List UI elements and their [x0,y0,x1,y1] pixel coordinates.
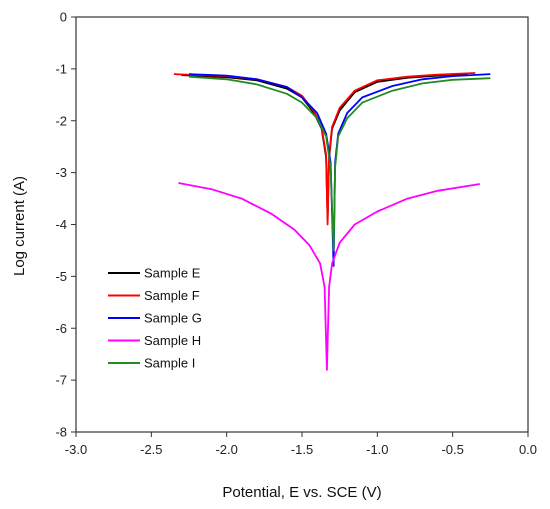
x-tick-label: -2.0 [215,442,237,457]
legend-label: Sample I [144,356,195,371]
legend-label: Sample G [144,311,202,326]
y-tick-label: -5 [55,269,67,284]
y-axis: 0 -1 -2 -3 -4 -5 -6 -7 -8 [55,10,76,440]
y-tick-label: -8 [55,425,67,440]
y-tick-label: -4 [55,217,67,232]
legend-label: Sample E [144,266,201,281]
x-axis-title: Potential, E vs. SCE (V) [222,484,381,501]
x-tick-label: 0.0 [519,442,537,457]
y-axis-title: Log current (A) [11,176,28,276]
x-axis: -3.0 -2.5 -2.0 -1.5 -1.0 -0.5 0.0 [65,432,537,457]
y-tick-label: -1 [55,61,67,76]
y-tick-label: -6 [55,321,67,336]
x-tick-label: -3.0 [65,442,87,457]
series-layer [173,72,491,371]
series-line-sample-h [178,182,480,371]
legend-label: Sample F [144,288,200,303]
y-tick-label: -7 [55,373,67,388]
series-line-sample-i [188,75,491,252]
y-tick-label: -2 [55,113,67,128]
y-tick-label: 0 [60,10,67,25]
legend-label: Sample H [144,333,201,348]
series-line-sample-g [188,73,491,267]
series-line-sample-f [173,72,476,226]
legend: Sample E Sample F Sample G Sample H Sample I [108,266,202,371]
x-tick-label: -0.5 [441,442,463,457]
y-tick-label: -3 [55,165,67,180]
x-tick-label: -2.5 [140,442,162,457]
x-tick-label: -1.5 [291,442,313,457]
x-tick-label: -1.0 [366,442,388,457]
